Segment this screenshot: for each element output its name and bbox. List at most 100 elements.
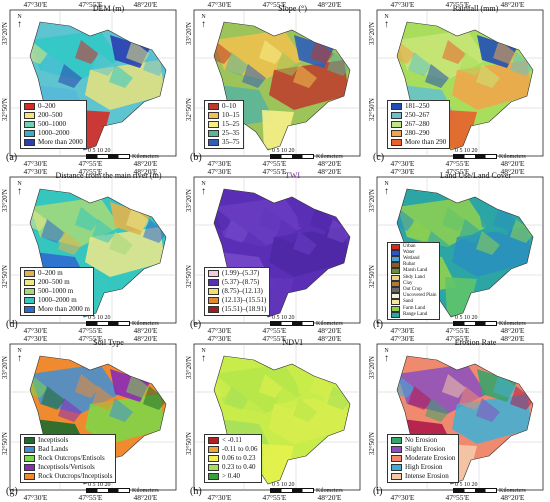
map-title: TWI	[284, 171, 301, 180]
latitude-label: 32°50'N	[1, 98, 9, 122]
north-arrow-glyph: ↑	[201, 19, 206, 30]
scale-bar: 0 5 10 20 Kilometers	[86, 148, 159, 160]
legend-label: Intense Erosion	[405, 472, 449, 480]
legend-item: 200–500 m	[24, 278, 90, 287]
longitude-labels-bottom: 47°30'E 47°55'E 48°20'E	[375, 326, 540, 335]
map-title: DEM (m)	[92, 4, 125, 13]
legend-item: Rock Outcrops/Entisols	[24, 454, 112, 463]
longitude-label: 47°30'E	[23, 326, 48, 335]
legend-item: Inceptisols	[24, 436, 112, 445]
legend-label: 1000–2000	[38, 129, 70, 137]
longitude-label: 48°20'E	[500, 493, 525, 502]
longitude-label: 47°55'E	[78, 326, 103, 335]
longitude-label: 48°20'E	[500, 326, 525, 335]
longitude-label: 47°55'E	[262, 493, 287, 502]
legend-label: Marsh Land	[403, 268, 428, 274]
legend-item: 0.23 to 0.40	[208, 463, 258, 472]
legend-label: 250–267	[405, 111, 430, 119]
legend-item: More than 2000	[24, 138, 83, 147]
legend-swatch	[391, 256, 400, 263]
longitude-label: 48°20'E	[500, 334, 525, 343]
legend-label: Rock Outcrops/Entisols	[38, 454, 105, 462]
legend-item: Sand	[391, 299, 436, 306]
longitude-labels-bottom: 47°30'E 47°55'E 48°20'E	[8, 326, 173, 335]
legend-swatch	[24, 130, 35, 137]
legend-item: Inceptisols/Vertisols	[24, 463, 112, 472]
legend-label: 280–290	[405, 129, 430, 137]
latitude-label: 32°50'N	[368, 432, 376, 456]
legend-item: Clay	[391, 281, 436, 287]
latitude-label: 33°20'N	[1, 189, 9, 213]
legend-swatch	[208, 455, 219, 462]
legend-swatch	[391, 112, 402, 119]
longitude-label: 47°30'E	[390, 326, 415, 335]
map-panel: Erosion Rate N ↑ 33°20'N 32°50'N 47°30'E 47°55…	[367, 334, 550, 502]
longitude-label: 47°55'E	[78, 167, 103, 176]
legend-swatch	[391, 299, 400, 306]
scale-bar-graphic	[270, 488, 314, 494]
scale-bar-graphic	[86, 488, 130, 494]
map-title: Erosion Rate	[454, 338, 497, 347]
scale-numbers: 0 5 10 20	[272, 147, 295, 154]
map-panel: DEM (m) N ↑ 33°20'N 32°50'N 47°30'E 47°55'E 48°…	[0, 0, 183, 168]
latitude-label: 32°50'N	[368, 98, 376, 122]
legend-item: 35–75	[208, 138, 240, 147]
north-arrow-icon: N ↑	[17, 181, 22, 197]
legend-label: Urban	[403, 243, 416, 249]
longitude-label: 47°30'E	[207, 493, 232, 502]
legend-swatch	[391, 121, 402, 128]
legend-swatch	[208, 473, 219, 480]
longitude-label: 47°30'E	[390, 334, 415, 343]
scale-bar: 0 5 10 20 Kilometers	[453, 148, 526, 160]
scale-numbers: 0 5 10 20	[455, 147, 478, 154]
legend-item: 500–1000 m	[24, 287, 90, 296]
longitude-label: 47°30'E	[390, 0, 415, 9]
legend-item: Urban	[391, 244, 436, 250]
scale-bar: 0 5 10 20 Kilometers	[270, 148, 343, 160]
longitude-label: 47°30'E	[23, 159, 48, 168]
longitude-label: 47°55'E	[262, 326, 287, 335]
legend-item: 1000–2000 m	[24, 296, 90, 305]
north-arrow-glyph: ↑	[201, 353, 206, 364]
legend-label: Moderate Erosion	[405, 454, 456, 462]
longitude-label: 48°20'E	[500, 0, 525, 9]
longitude-labels-bottom: 47°30'E 47°55'E 48°20'E	[192, 326, 357, 335]
legend-item: > 0.40	[208, 472, 258, 481]
legend-swatch	[391, 268, 400, 275]
legend-label: Slight Erosion	[405, 445, 446, 453]
scale-unit: Kilometers	[499, 487, 526, 494]
longitude-label: 48°20'E	[133, 334, 158, 343]
legend-label: Sand	[403, 299, 413, 305]
legend-item: Farm Land	[391, 306, 436, 312]
longitude-label: 48°20'E	[133, 0, 158, 9]
legend-item: 0.06 to 0.23	[208, 454, 258, 463]
legend-item: Slight Erosion	[391, 445, 455, 454]
map-panel: Slope (°) N ↑ 33°20'N 32°50'N 47°30'E 47°55'E 4…	[184, 0, 367, 168]
map-legend: < -0.11 -0.11 to 0.06 0.06 to 0.23 0.23 to …	[204, 434, 262, 483]
panel-label: (g)	[6, 486, 18, 497]
map-legend: Urban Water Wetland Rubar Marsh Land Sbdy Lan…	[387, 241, 441, 320]
panel-label: (i)	[373, 486, 383, 497]
legend-label: 35–75	[222, 138, 240, 146]
map-panel: Soil Type N ↑ 33°20'N 32°50'N 47°30'E 47°55'E 4…	[0, 334, 183, 502]
legend-item: 0–10	[208, 102, 240, 111]
longitude-label: 47°55'E	[262, 0, 287, 9]
legend-label: (12.13)–(15.51)	[222, 296, 267, 304]
north-label: N	[17, 14, 22, 20]
legend-swatch	[391, 446, 402, 453]
longitude-label: 47°55'E	[78, 493, 103, 502]
legend-item: 0–200 m	[24, 269, 90, 278]
legend-item: More than 2000 m	[24, 305, 90, 314]
map-title: Slope (°)	[278, 4, 307, 13]
legend-item: (8.75)–(12.13)	[208, 287, 266, 296]
longitude-label: 48°20'E	[317, 159, 342, 168]
latitude-label: 33°20'N	[368, 22, 376, 46]
longitude-label: 47°55'E	[262, 334, 287, 343]
north-arrow-icon: N ↑	[201, 14, 206, 30]
legend-swatch	[24, 473, 35, 480]
map-figure	[376, 9, 544, 157]
scale-numbers: 0 5 10 20	[455, 314, 478, 321]
legend-swatch	[24, 455, 35, 462]
legend-label: 200–500 m	[38, 278, 70, 286]
legend-swatch	[208, 103, 219, 110]
